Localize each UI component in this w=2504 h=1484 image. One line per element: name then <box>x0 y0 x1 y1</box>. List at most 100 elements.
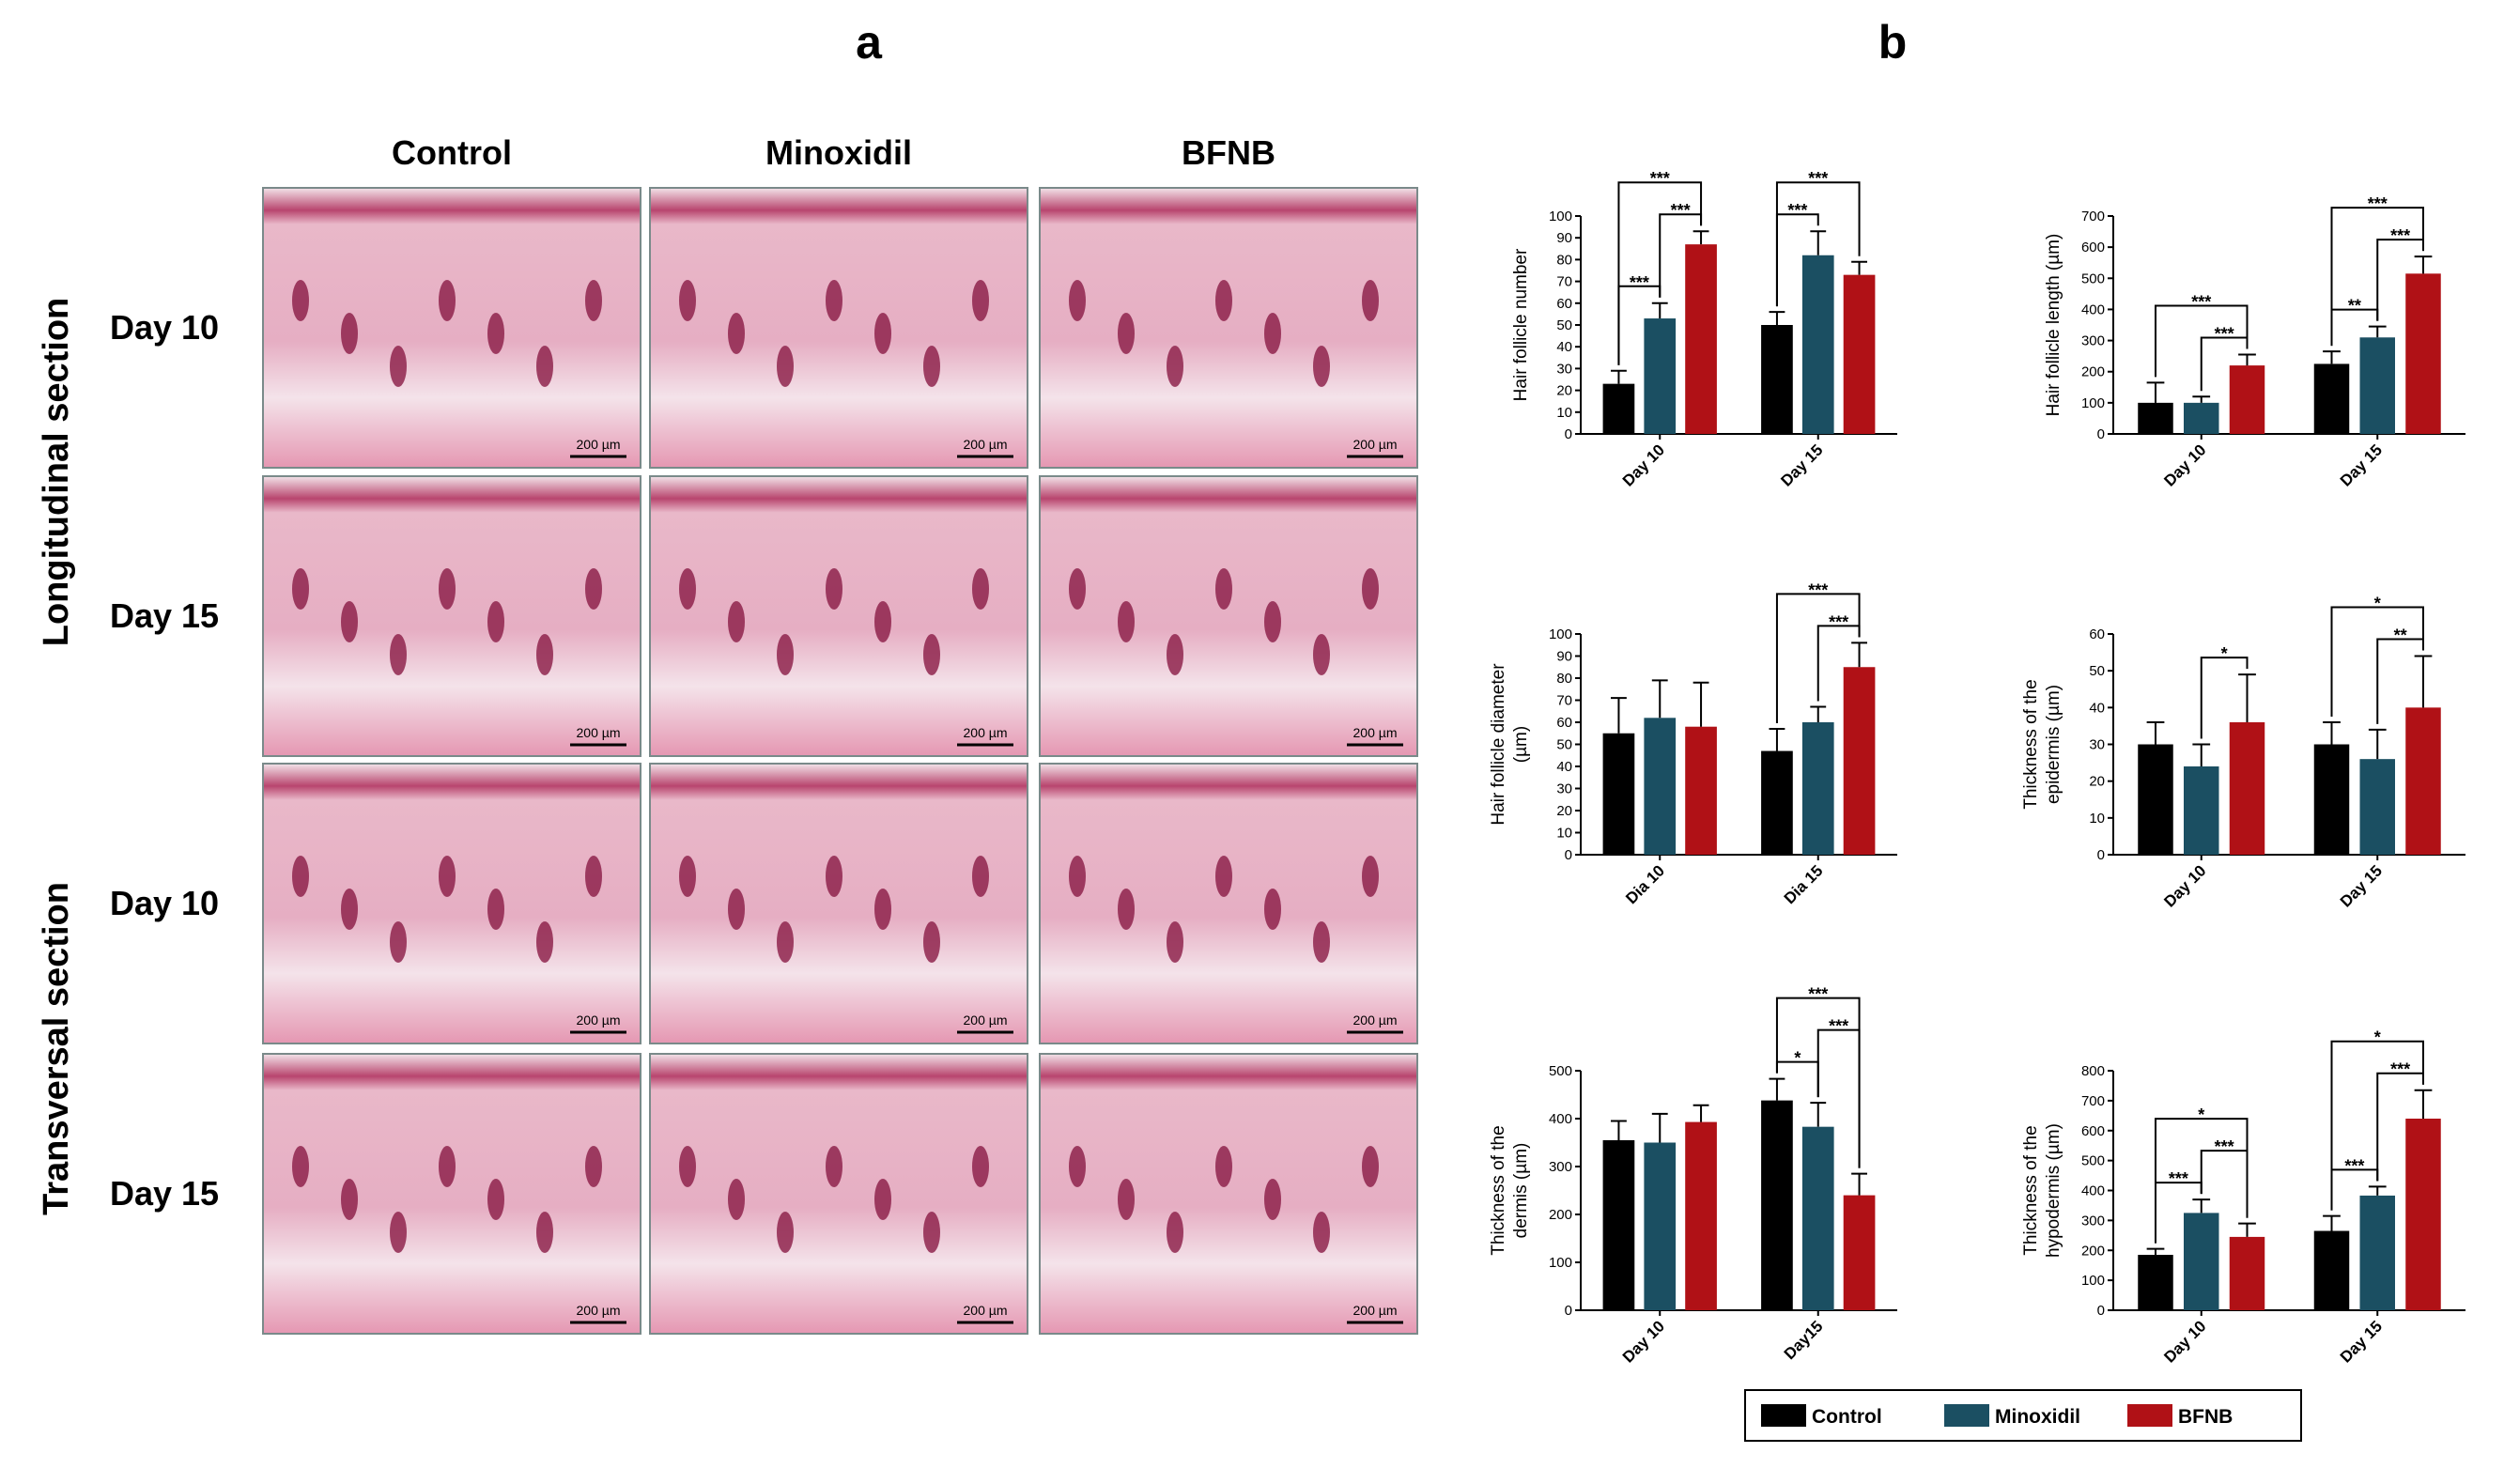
scale-bar-label: 200 µm <box>1353 1013 1398 1028</box>
significance-label: *** <box>1808 169 1828 188</box>
error-bar <box>2323 721 2341 745</box>
follicle <box>1069 1146 1086 1187</box>
scale-bar-label: 200 µm <box>1353 437 1398 452</box>
bar-chart: 0 10 20 30 40 50 60 70 80 90 100 Hair follicle numb… <box>1511 169 1897 490</box>
follicle <box>585 1146 602 1187</box>
x-tick-label: Day 10 <box>2160 861 2209 910</box>
y-tick-label: 0 <box>2097 426 2105 442</box>
error-bar <box>1769 311 1785 325</box>
error-bar <box>1651 1112 1668 1143</box>
bar-chart: 0 100 200 300 400 500 Thickness of the dermis (… <box>1489 985 1897 1367</box>
follicle <box>439 856 456 897</box>
significance-label: *** <box>2390 226 2410 245</box>
y-axis-label: (µm) <box>1511 726 1531 763</box>
error-bar <box>2146 381 2165 403</box>
follicle <box>292 568 309 610</box>
follicle <box>728 313 745 354</box>
error-bar <box>2368 325 2387 338</box>
y-tick-label: 300 <box>1549 1159 1572 1175</box>
significance-label: *** <box>1650 169 1670 188</box>
bar <box>1801 255 1834 434</box>
y-tick-label: 10 <box>2089 811 2105 827</box>
error-bar <box>2414 655 2433 708</box>
significance-label: *** <box>2215 324 2234 343</box>
y-tick-label: 100 <box>2081 395 2105 411</box>
legend-label: BFNB <box>2178 1406 2233 1428</box>
follicle <box>972 856 989 897</box>
histology-image <box>1039 187 1418 469</box>
significance-label: *** <box>1630 273 1649 292</box>
histology-image <box>1039 475 1418 757</box>
follicle <box>487 313 504 354</box>
legend-label: Minoxidil <box>1995 1406 2080 1428</box>
y-axis-label: Hair follicle length (µm) <box>2044 234 2063 417</box>
follicle <box>679 280 696 321</box>
y-axis-label: epidermis (µm) <box>2044 685 2063 804</box>
bar-chart: 0 10 20 30 40 50 60 70 80 90 100 Hair follicle diam… <box>1489 580 1897 907</box>
follicle <box>1069 280 1086 321</box>
x-tick-label: Day 15 <box>2337 441 2386 489</box>
y-tick-label: 20 <box>1556 383 1572 399</box>
significance-label: * <box>2374 595 2381 613</box>
error-bar <box>1769 1077 1785 1101</box>
follicle <box>679 1146 696 1187</box>
x-tick-label: Dia 10 <box>1622 861 1668 907</box>
significance-label: * <box>2221 644 2228 663</box>
histology-image <box>262 475 641 757</box>
follicle <box>536 346 553 387</box>
follicle <box>777 634 794 675</box>
follicle <box>341 889 358 930</box>
y-axis-label: Thickness of the <box>1489 1125 1508 1255</box>
follicle <box>826 280 842 321</box>
follicle <box>1118 1179 1135 1220</box>
significance-bracket <box>2155 304 2249 378</box>
y-tick-label: 100 <box>2081 1273 2105 1289</box>
follicle <box>679 856 696 897</box>
follicle <box>1069 856 1086 897</box>
bar <box>2313 363 2350 434</box>
follicle <box>1264 889 1281 930</box>
bar <box>2138 1255 2173 1310</box>
follicle <box>874 313 891 354</box>
significance-bracket <box>2155 1118 2249 1244</box>
follicle <box>439 1146 456 1187</box>
legend-box <box>1744 1389 2302 1442</box>
histology-image <box>262 1053 641 1335</box>
y-tick-label: 50 <box>1556 737 1572 753</box>
y-tick-label: 30 <box>1556 781 1572 797</box>
follicle <box>585 568 602 610</box>
follicle <box>1362 568 1379 610</box>
y-tick-label: 600 <box>2081 240 2105 255</box>
y-tick-label: 30 <box>2089 737 2105 753</box>
y-tick-label: 200 <box>2081 1243 2105 1259</box>
significance-label: * <box>1794 1049 1801 1068</box>
bar-chart: 0 100 200 300 400 500 600 700 Hair follicle leng… <box>2044 194 2465 490</box>
follicle <box>292 280 309 321</box>
follicle <box>1167 1212 1183 1253</box>
significance-label: *** <box>2215 1137 2234 1156</box>
error-bar <box>1851 642 1867 668</box>
bar <box>2359 337 2395 434</box>
follicle <box>536 634 553 675</box>
error-bar <box>2146 1247 2165 1256</box>
section-label: Transversal section <box>37 882 76 1215</box>
follicle <box>728 1179 745 1220</box>
follicle <box>1362 856 1379 897</box>
follicle <box>390 921 407 963</box>
bar-chart: 0 100 200 300 400 500 600 700 800 Thickness of th… <box>2021 1028 2465 1367</box>
error-bar <box>1851 260 1867 275</box>
follicle <box>826 856 842 897</box>
follicle <box>874 1179 891 1220</box>
y-tick-label: 300 <box>2081 333 2105 349</box>
column-header: Control <box>392 133 512 172</box>
bar <box>2313 1230 2350 1310</box>
significance-bracket <box>2330 207 2424 347</box>
bar <box>1685 244 1717 434</box>
significance-label: *** <box>1808 580 1828 599</box>
error-bar <box>2146 721 2165 745</box>
follicle <box>1215 568 1232 610</box>
bar <box>2184 1213 2219 1310</box>
significance-bracket <box>1775 593 1861 724</box>
y-axis-label: Hair follicle number <box>1511 248 1531 401</box>
